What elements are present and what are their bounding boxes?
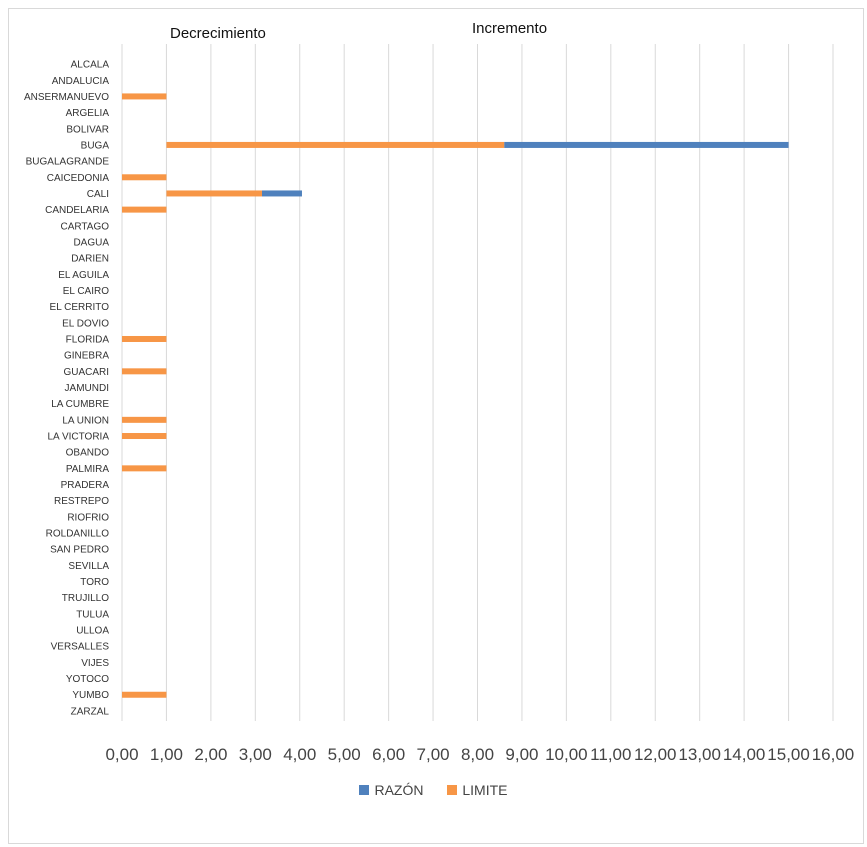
bar-limite	[122, 368, 167, 375]
category-label: EL DOVIO	[62, 318, 109, 329]
category-label: RESTREPO	[54, 496, 109, 507]
category-label: YUMBO	[72, 690, 109, 701]
category-label: VERSALLES	[51, 642, 110, 653]
bar-limite	[122, 433, 167, 440]
bar-limite	[122, 465, 167, 472]
x-tick-label: 3,00	[239, 745, 272, 764]
category-label: LA CUMBRE	[51, 399, 109, 410]
bar-limite	[122, 174, 167, 181]
x-tick-label: 6,00	[372, 745, 405, 764]
bar-limite	[122, 206, 167, 213]
category-label: GUACARI	[63, 367, 109, 378]
bar-razon	[261, 190, 302, 197]
legend-item-limite: LIMITE	[447, 782, 508, 798]
category-label: ROLDANILLO	[46, 529, 110, 540]
category-label: VIJES	[81, 658, 109, 669]
x-tick-label: 13,00	[678, 745, 721, 764]
x-tick-label: 5,00	[328, 745, 361, 764]
category-label: CARTAGO	[60, 221, 109, 232]
category-label: CANDELARIA	[45, 205, 109, 216]
legend-label-limite: LIMITE	[462, 782, 508, 798]
legend-item-razon: RAZÓN	[359, 782, 423, 798]
x-tick-label: 0,00	[105, 745, 138, 764]
legend-label-razon: RAZÓN	[374, 782, 424, 798]
category-label: GINEBRA	[64, 351, 109, 362]
legend-swatch-limite	[447, 785, 458, 795]
category-label: EL CERRITO	[50, 302, 110, 313]
category-label: ZARZAL	[71, 706, 110, 717]
category-label: ANDALUCIA	[52, 76, 110, 87]
legend-swatch-razon	[359, 785, 370, 795]
category-label: BUGA	[81, 140, 110, 151]
x-tick-label: 9,00	[505, 745, 538, 764]
category-label: CAICEDONIA	[47, 173, 110, 184]
x-tick-label: 8,00	[461, 745, 494, 764]
bar-razon	[504, 141, 789, 148]
category-label: SAN PEDRO	[50, 545, 109, 556]
category-label: BOLIVAR	[66, 124, 109, 135]
category-label: SEVILLA	[68, 561, 109, 572]
category-label: OBANDO	[66, 448, 110, 459]
bar-limite	[122, 93, 167, 100]
category-label: PALMIRA	[66, 464, 109, 475]
category-label: YOTOCO	[66, 674, 109, 685]
category-label: EL AGUILA	[58, 270, 109, 281]
chart-plot: 0,00 1,00 2,00 3,00 4,00 5,00 6,00 7,00 8,00 9,00…	[24, 44, 855, 764]
annotation-incremento: Incremento	[472, 20, 548, 37]
category-label: TULUA	[76, 609, 109, 620]
x-tick-label: 16,00	[812, 745, 855, 764]
category-label: JAMUNDI	[65, 383, 109, 394]
chart-legend: RAZÓN LIMITE	[0, 782, 867, 798]
category-label: ARGELIA	[66, 108, 110, 119]
x-tick-label: 1,00	[150, 745, 183, 764]
category-label: DARIEN	[71, 254, 109, 265]
category-label: RIOFRIO	[67, 512, 109, 523]
category-label: TORO	[80, 577, 109, 588]
x-tick-label: 2,00	[194, 745, 227, 764]
category-label: EL CAIRO	[63, 286, 110, 297]
category-label: DAGUA	[73, 237, 109, 248]
x-tick-label: 4,00	[283, 745, 316, 764]
x-tick-label: 7,00	[417, 745, 450, 764]
category-label: TRUJILLO	[62, 593, 109, 604]
category-label: CALI	[87, 189, 109, 200]
bar-limite	[166, 190, 262, 197]
x-tick-label: 14,00	[723, 745, 766, 764]
category-label: LA UNION	[62, 415, 109, 426]
bar-limite	[122, 335, 167, 342]
category-label: ALCALA	[71, 60, 110, 71]
category-label: BUGALAGRANDE	[26, 157, 110, 168]
category-label: PRADERA	[61, 480, 110, 491]
bar-limite	[166, 141, 505, 148]
x-tick-label: 15,00	[767, 745, 810, 764]
x-tick-label: 11,00	[590, 745, 631, 764]
x-tick-label: 12,00	[634, 745, 677, 764]
x-tick-label: 10,00	[545, 745, 588, 764]
category-label: ANSERMANUEVO	[24, 92, 109, 103]
category-label: LA VICTORIA	[47, 432, 109, 443]
annotation-decrecimiento: Decrecimiento	[170, 25, 266, 42]
bar-limite	[122, 416, 167, 423]
category-label: FLORIDA	[66, 334, 110, 345]
bar-limite	[122, 691, 167, 698]
category-label: ULLOA	[76, 626, 109, 637]
